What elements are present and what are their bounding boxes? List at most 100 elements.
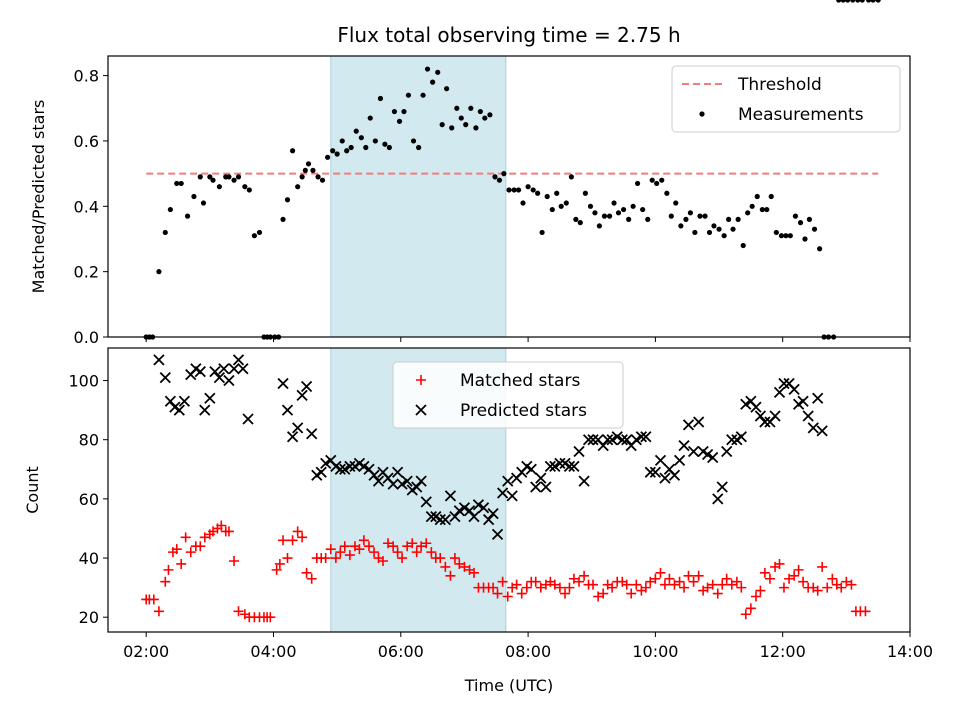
measurement-point bbox=[768, 193, 774, 200]
measurement-point bbox=[302, 167, 308, 173]
measurement-point bbox=[615, 210, 622, 216]
measurement-point bbox=[289, 148, 296, 154]
predicted-star-point bbox=[726, 434, 738, 446]
matched-star-point bbox=[693, 570, 704, 581]
matched-star-point bbox=[459, 561, 470, 572]
ratio-panel: 0.0 0.2 0.4 0.6 0.8 Matched/Predicted stars Fl… bbox=[29, 0, 911, 347]
measurement-point bbox=[558, 203, 564, 209]
matched-star-point bbox=[817, 561, 828, 572]
measurement-point bbox=[377, 95, 384, 102]
y-tick-label: 80 bbox=[79, 431, 99, 450]
matched-star-point bbox=[271, 564, 282, 575]
measurement-point bbox=[573, 216, 579, 222]
y-tick-label: 100 bbox=[68, 372, 99, 391]
measurement-point bbox=[654, 180, 660, 187]
measurement-point bbox=[554, 190, 560, 196]
matched-star-point bbox=[778, 582, 789, 593]
predicted-star-point bbox=[611, 431, 623, 443]
matched-star-point bbox=[530, 576, 541, 587]
matched-star-point bbox=[568, 573, 579, 584]
predicted-star-point bbox=[578, 475, 590, 487]
predicted-star-point bbox=[549, 460, 561, 472]
matched-star-point bbox=[784, 573, 795, 584]
predicted-star-point bbox=[199, 404, 211, 416]
predicted-star-point bbox=[544, 460, 557, 472]
measurement-point bbox=[416, 144, 422, 151]
matched-star-point bbox=[454, 558, 465, 569]
measurement-point bbox=[740, 242, 746, 249]
predicted-star-point bbox=[396, 478, 408, 490]
matched-star-point bbox=[502, 591, 513, 602]
measurement-point bbox=[549, 206, 555, 213]
measurement-point bbox=[711, 223, 717, 229]
matched-star-point bbox=[679, 582, 690, 593]
predicted-star-point bbox=[654, 454, 667, 467]
measurement-point bbox=[735, 216, 741, 222]
matched-star-point bbox=[560, 588, 571, 599]
measurement-point bbox=[875, 0, 881, 3]
measurement-point bbox=[178, 180, 184, 187]
predicted-star-point bbox=[449, 510, 461, 523]
matched-star-point bbox=[511, 579, 522, 590]
matched-star-point bbox=[827, 573, 838, 584]
predicted-star-point bbox=[387, 478, 399, 490]
matched-star-point bbox=[554, 582, 565, 593]
measurement-point bbox=[235, 174, 242, 180]
chart-title: Flux total observing time = 2.75 h bbox=[337, 23, 680, 47]
matched-star-point bbox=[377, 556, 388, 566]
y-tick-label: 0.6 bbox=[74, 132, 99, 151]
predicted-star-point bbox=[425, 510, 437, 523]
measurement-point bbox=[487, 112, 493, 118]
measurement-point bbox=[611, 200, 617, 206]
matched-star-point bbox=[593, 591, 604, 602]
matched-star-point bbox=[631, 579, 642, 590]
matched-star-point bbox=[274, 558, 285, 569]
predicted-star-point bbox=[668, 469, 681, 481]
matched-star-point bbox=[669, 579, 680, 590]
measurement-point bbox=[424, 66, 431, 72]
axes-frame bbox=[107, 55, 911, 338]
predicted-star-point bbox=[778, 377, 790, 390]
predicted-star-point bbox=[213, 371, 226, 384]
matched-star-point bbox=[416, 541, 427, 552]
measurement-point bbox=[840, 0, 846, 3]
predicted-star-point bbox=[232, 354, 245, 366]
measurement-point bbox=[645, 216, 651, 222]
predicted-star-point bbox=[372, 475, 385, 487]
y-tick-label: 0.8 bbox=[74, 67, 99, 86]
predicted-star-point bbox=[458, 502, 471, 514]
measurement-point bbox=[601, 213, 608, 219]
matched-star-point bbox=[764, 573, 775, 584]
predicted-star-point bbox=[693, 416, 705, 428]
matched-star-point bbox=[736, 582, 747, 593]
measurement-point bbox=[231, 177, 237, 183]
measurement-point bbox=[649, 177, 655, 183]
measurement-point bbox=[382, 141, 388, 147]
measurement-point bbox=[372, 138, 378, 144]
legend: Threshold Measurements bbox=[671, 65, 901, 133]
measurement-point bbox=[817, 246, 823, 252]
predicted-star-point bbox=[411, 481, 423, 493]
predicted-star-point bbox=[568, 460, 580, 472]
predicted-star-point bbox=[286, 431, 299, 443]
measurement-point bbox=[797, 220, 804, 226]
measurement-point bbox=[850, 0, 856, 3]
measurement-point bbox=[324, 154, 331, 160]
measurement-point bbox=[539, 229, 545, 236]
measurement-point bbox=[391, 108, 398, 115]
predicted-star-point bbox=[502, 475, 514, 487]
measurement-point bbox=[754, 193, 760, 200]
measurement-point bbox=[745, 210, 751, 216]
measurement-point bbox=[596, 223, 602, 229]
measurement-point bbox=[420, 92, 426, 98]
matched-star-point bbox=[579, 570, 590, 581]
measurement-point bbox=[197, 174, 203, 180]
predicted-star-point bbox=[673, 454, 686, 467]
predicted-star-point bbox=[334, 463, 346, 475]
matched-star-point bbox=[216, 520, 227, 531]
predicted-star-point bbox=[223, 374, 235, 387]
matched-star-point bbox=[339, 541, 350, 552]
measurement-point bbox=[174, 180, 180, 187]
measurement-point bbox=[792, 213, 799, 219]
x-tick-label: 14:00 bbox=[887, 642, 933, 661]
